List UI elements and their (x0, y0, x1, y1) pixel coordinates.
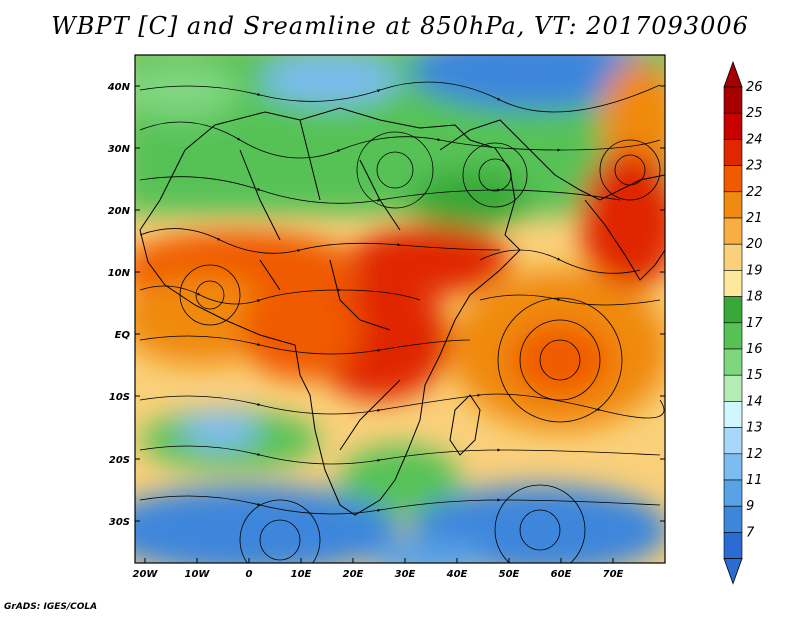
colorbar-label: 22 (746, 185, 763, 200)
colorbar-segment (723, 479, 743, 507)
colorbar-segment (723, 243, 743, 271)
lon-label: 60E (551, 569, 572, 580)
coastlines (139, 107, 665, 516)
colorbar-label: 21 (746, 211, 763, 226)
colorbar-segment (723, 401, 743, 428)
colorbar-segment (723, 296, 743, 324)
lon-label: 20E (343, 569, 364, 580)
colorbar-label: 14 (746, 394, 763, 409)
colorbar-segment (723, 270, 743, 297)
colorbar-label: 26 (746, 80, 763, 95)
lon-label: 20W (133, 569, 159, 580)
lon-label: 10W (185, 569, 211, 580)
colorbar-label: 7 (746, 525, 755, 540)
colorbar-segment (723, 374, 743, 402)
colorbar-segment (723, 86, 743, 114)
colorbar-label: 24 (746, 132, 763, 147)
lat-label: 20S (109, 455, 130, 466)
colorbar-segment (723, 532, 743, 559)
colorbar-label: 9 (746, 499, 754, 514)
colorbar-segment (723, 139, 743, 166)
plot-frame (134, 54, 666, 564)
colorbar-segment (723, 348, 743, 376)
lon-label: 50E (499, 569, 520, 580)
colorbar-segment (723, 217, 743, 245)
colorbar-label: 25 (746, 106, 763, 121)
lat-label: 10S (109, 392, 130, 403)
lat-label: EQ (115, 330, 131, 341)
colorbar-label: 17 (746, 316, 763, 331)
colorbar-segment (723, 453, 743, 481)
colorbar-segment (723, 165, 743, 193)
colorbar-label: 19 (746, 263, 763, 278)
colorbar-segment (723, 322, 743, 350)
lat-label: 30N (108, 144, 131, 155)
colorbar-segment (723, 191, 743, 219)
credit-text: GrADS: IGES/COLA (4, 602, 98, 612)
wbpt-field (135, 55, 665, 563)
lon-label: 30E (395, 569, 416, 580)
colorbar-segment (723, 427, 743, 455)
lon-label: 0 (246, 569, 253, 580)
lat-label: 40N (107, 82, 131, 93)
lat-label: 20N (108, 206, 131, 217)
colorbar-segment (723, 112, 743, 140)
colorbar-label: 16 (746, 342, 763, 357)
lat-label: 30S (109, 517, 130, 528)
lon-axis: 20W 10W 0 10E 20E 30E 40E 50E 60E 70E (133, 558, 624, 580)
lon-label: 40E (446, 569, 468, 580)
colorbar-label: 12 (746, 447, 763, 462)
lon-label: 70E (603, 569, 624, 580)
colorbar-label: 15 (746, 368, 763, 383)
colorbar-label: 20 (746, 237, 763, 252)
map-title: WBPT [C] and Sreamline at 850hPa, VT: 20… (51, 12, 749, 40)
colorbar-top-arrow (723, 60, 743, 88)
colorbar-segment (723, 505, 743, 533)
lat-axis: 40N 30N 20N 10N EQ 10S 20S 30S (107, 82, 665, 528)
colorbar-label: 18 (746, 290, 763, 305)
lon-label: 10E (291, 569, 312, 580)
colorbar: 26 25 24 23 22 21 20 19 18 17 16 15 14 13 12 11 9 7 (723, 60, 763, 585)
streamlines (139, 81, 665, 563)
colorbar-label: 11 (746, 473, 763, 488)
colorbar-label: 13 (746, 421, 763, 436)
colorbar-bottom-arrow (723, 558, 743, 585)
colorbar-label: 23 (746, 159, 763, 174)
lat-label: 10N (108, 268, 131, 279)
